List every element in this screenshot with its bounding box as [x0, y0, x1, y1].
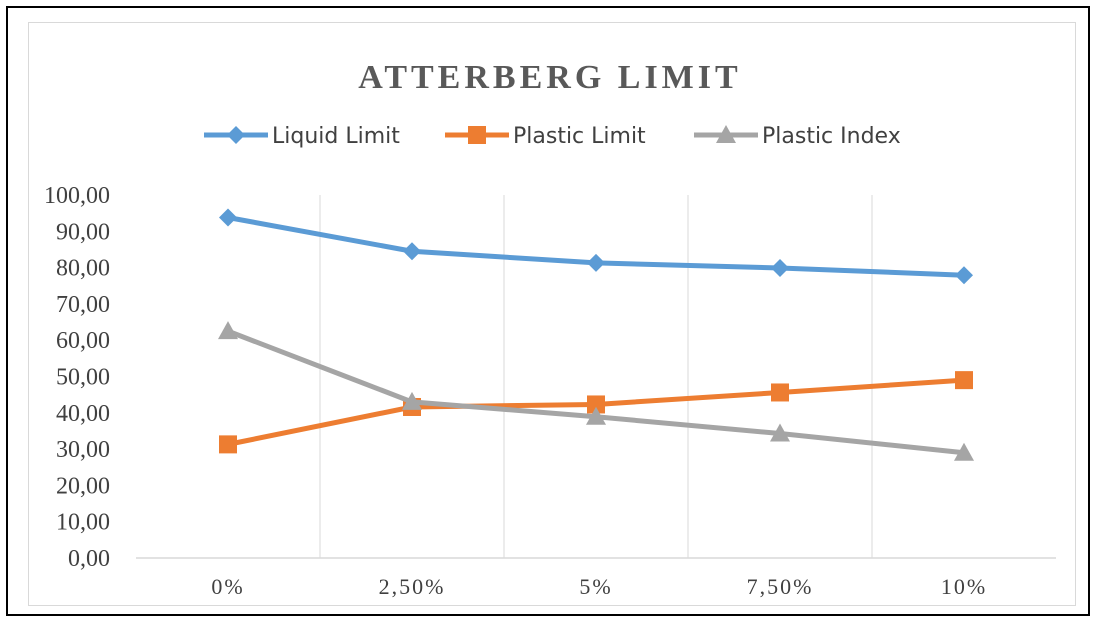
legend: Liquid Limit Plastic Limit Plastic Index: [204, 124, 901, 149]
legend-label: Liquid Limit: [272, 124, 400, 149]
legend-marker-plastic-limit: [468, 126, 486, 144]
data-point-plastic-index: [218, 321, 238, 340]
y-tick-label: 20,00: [56, 473, 110, 499]
chart-frame: ATTERBERG LIMIT Liquid Limit Plastic Limi…: [6, 6, 1090, 616]
legend-item-plastic-limit: Plastic Limit: [445, 124, 646, 149]
legend-marker-liquid-limit: [227, 126, 245, 144]
x-tick-label: 2,50%: [379, 574, 446, 599]
data-point-plastic-limit: [219, 435, 237, 454]
y-tick-label: 10,00: [56, 510, 110, 536]
y-tick-label: 80,00: [56, 256, 110, 282]
y-tick-label: 60,00: [56, 328, 110, 354]
legend-marker-plastic-index: [716, 125, 736, 143]
data-point-plastic-index: [770, 423, 790, 442]
data-point-plastic-limit: [771, 383, 789, 402]
x-tick-label: 7,50%: [747, 574, 814, 599]
chart-title: ATTERBERG LIMIT: [358, 59, 741, 96]
data-point-liquid-limit: [771, 258, 789, 277]
y-tick-label: 100,00: [44, 183, 110, 209]
x-tick-label: 0%: [211, 574, 244, 599]
x-tick-label: 10%: [941, 574, 987, 599]
legend-item-plastic-index: Plastic Index: [694, 124, 901, 149]
y-tick-label: 50,00: [56, 365, 110, 391]
data-point-plastic-limit: [587, 395, 605, 414]
y-tick-label: 30,00: [56, 437, 110, 463]
x-tick-label: 5%: [579, 574, 612, 599]
data-point-plastic-index: [402, 391, 422, 410]
series-plastic-index: [218, 321, 974, 461]
series-line-plastic-index: [225, 328, 967, 456]
axes: 0,00 10,00 20,00 30,00 40,00 50,00 60,00 70,00 8…: [44, 183, 987, 599]
legend-item-liquid-limit: Liquid Limit: [204, 124, 400, 149]
data-point-plastic-index: [586, 406, 606, 425]
data-point-liquid-limit: [403, 242, 421, 261]
legend-label: Plastic Limit: [513, 124, 646, 149]
legend-label: Plastic Index: [762, 124, 901, 149]
y-tick-label: 40,00: [56, 401, 110, 427]
chart-area: [28, 22, 1076, 606]
series-group: [218, 208, 974, 461]
line-chart: ATTERBERG LIMIT Liquid Limit Plastic Limi…: [44, 59, 1056, 599]
y-tick-label: 90,00: [56, 219, 110, 245]
data-point-liquid-limit: [219, 208, 237, 227]
data-point-liquid-limit: [955, 266, 973, 285]
y-tick-label: 0,00: [68, 546, 110, 572]
y-tick-label: 70,00: [56, 292, 110, 318]
series-liquid-limit: [219, 208, 973, 285]
gridlines: [136, 195, 1056, 559]
data-point-liquid-limit: [587, 253, 605, 272]
data-point-plastic-limit: [955, 371, 973, 390]
data-point-plastic-index: [954, 442, 974, 461]
